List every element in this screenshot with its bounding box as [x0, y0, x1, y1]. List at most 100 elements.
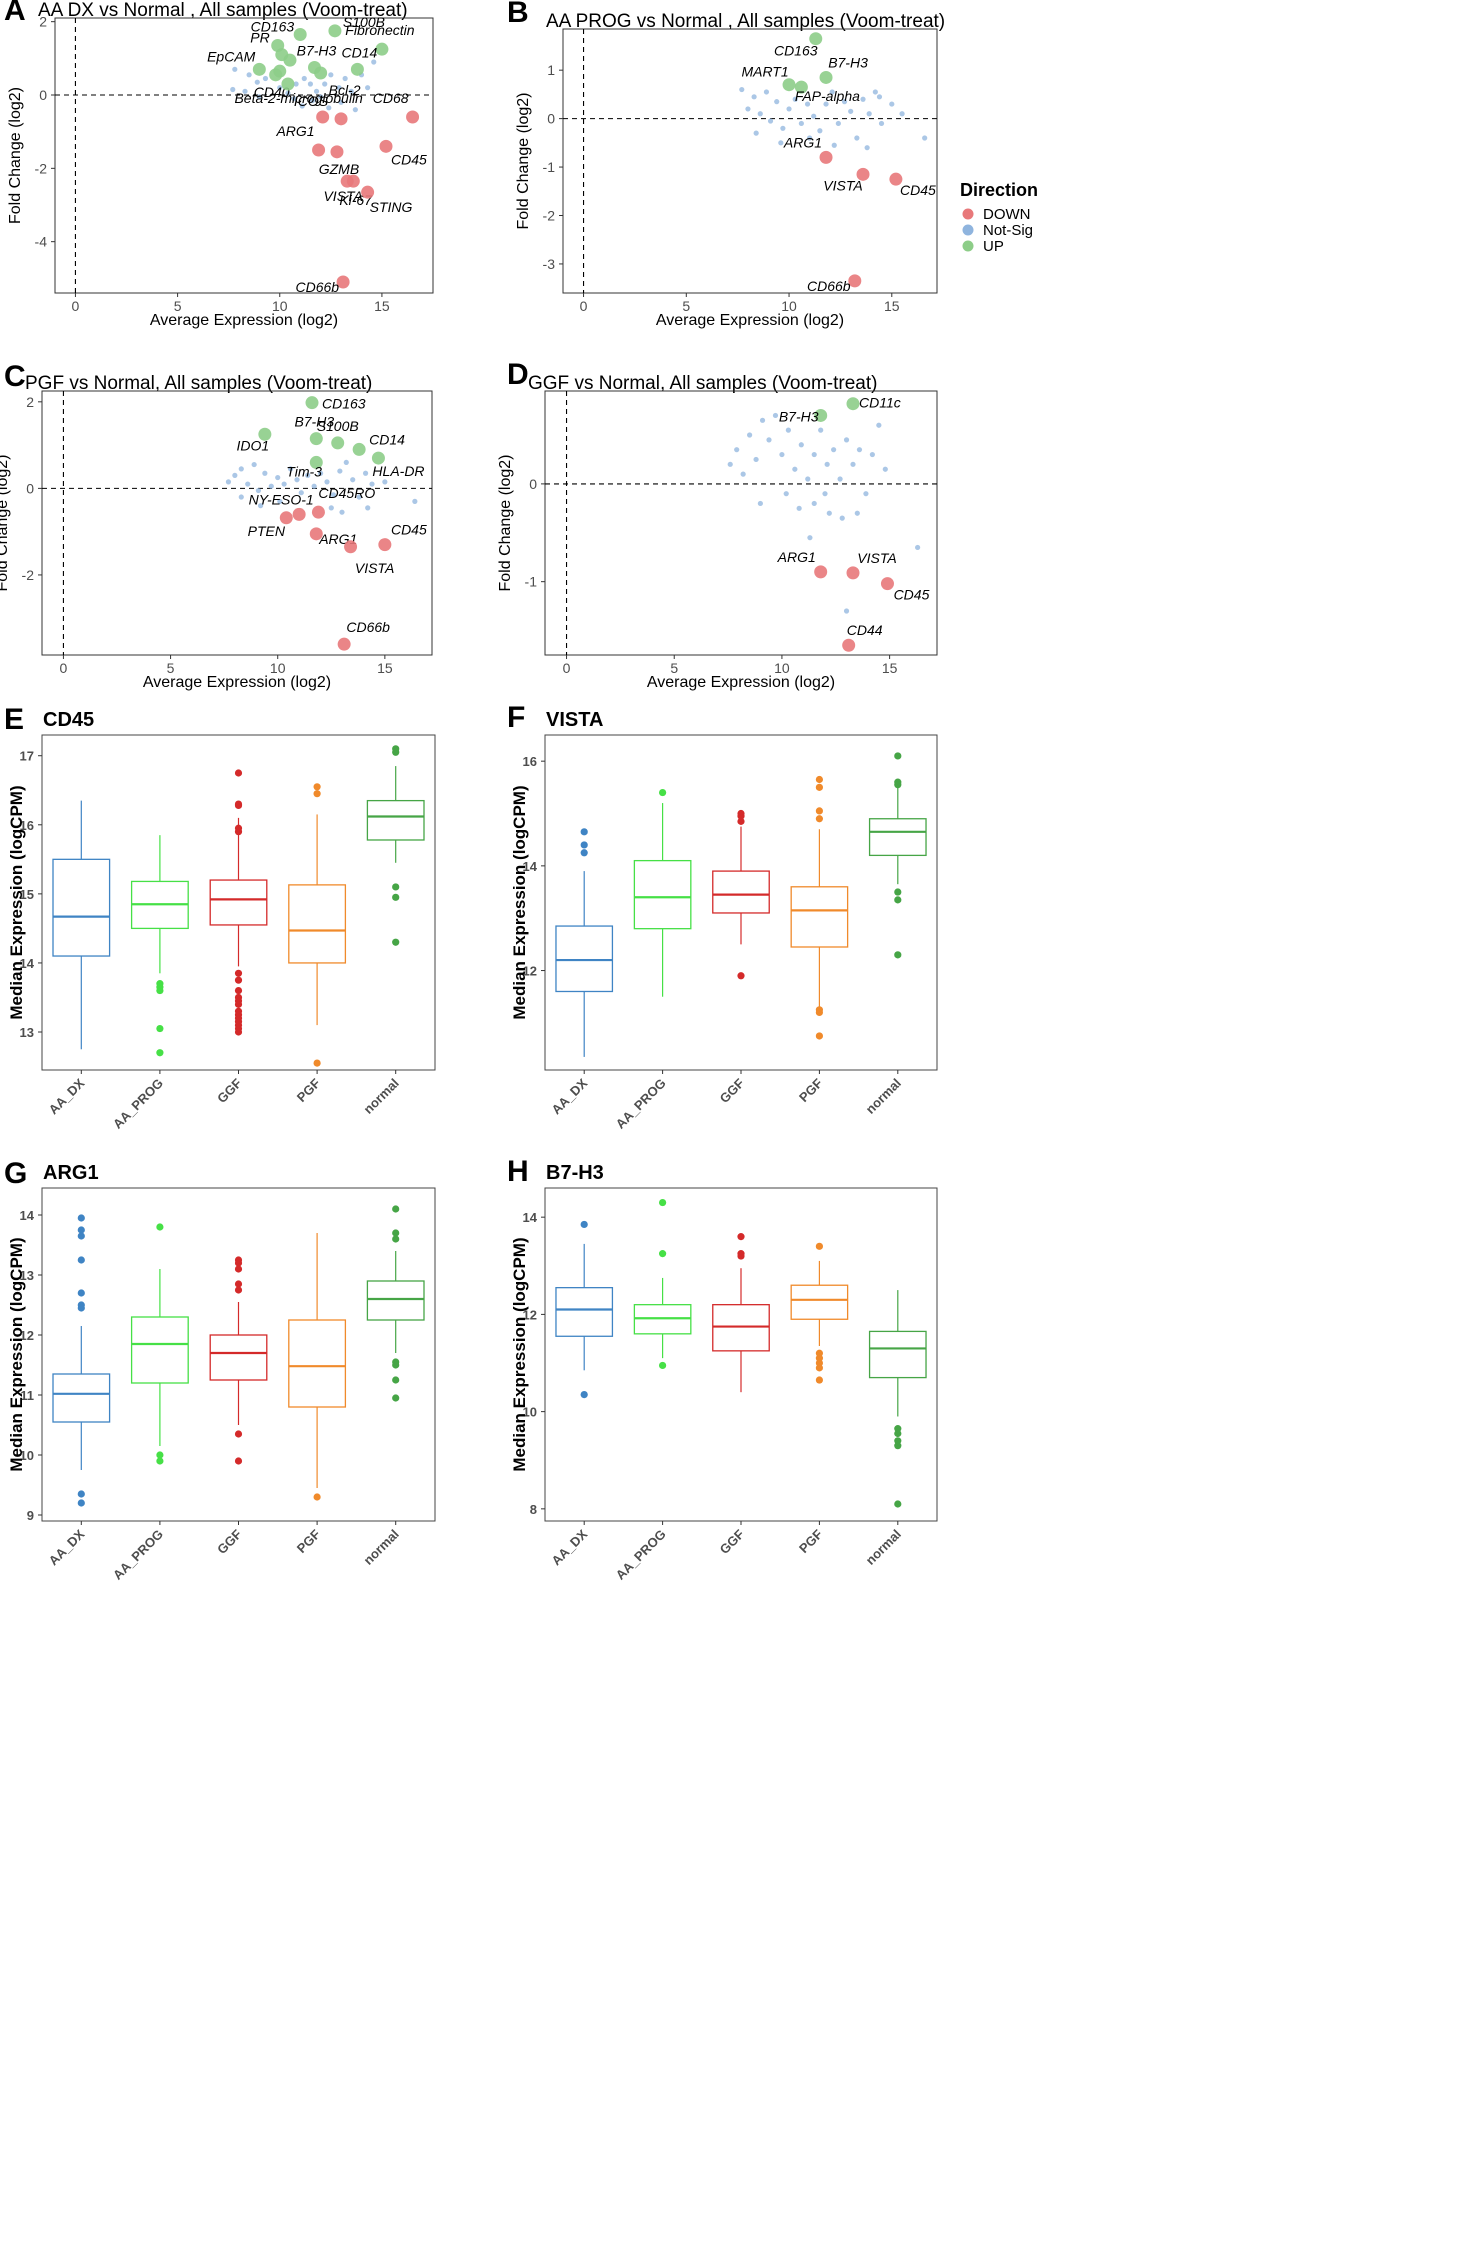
box [209, 879, 268, 926]
point-down [309, 527, 323, 541]
x-tick-label: AA_DX [549, 1075, 591, 1117]
panel-title: CD45 [43, 709, 94, 731]
point-down [361, 185, 375, 199]
y-tick-label: 13 [20, 1268, 34, 1283]
gene-label: Fibronectin [345, 22, 414, 38]
box [712, 870, 770, 914]
gene-label: VISTA [323, 188, 362, 204]
notsig-point [277, 85, 283, 91]
outlier-point [659, 1198, 667, 1207]
outlier-point [392, 938, 400, 946]
y-tick-label: 17 [20, 749, 34, 764]
x-tick-label: 10 [781, 298, 797, 314]
outlier-point [234, 976, 243, 984]
gene-label: CD163 [251, 19, 295, 35]
outlier-point [234, 1457, 243, 1465]
point-down [292, 507, 306, 521]
notsig-point [818, 427, 824, 433]
x-tick-label: 0 [60, 660, 68, 676]
notsig-point [246, 72, 252, 78]
outlier-point [77, 1289, 85, 1297]
notsig-point [850, 461, 856, 467]
outlier-point [659, 788, 667, 797]
legend-item-up: UP [983, 238, 1004, 255]
x-tick-label: 10 [270, 660, 286, 676]
notsig-point [817, 128, 823, 134]
gene-label: CD14 [342, 44, 378, 60]
x-axis-label: Average Expression (log2) [647, 674, 835, 691]
point-down [880, 577, 894, 591]
point-down [378, 538, 392, 552]
y-tick-label: 15 [20, 887, 34, 902]
point-up [350, 62, 364, 76]
notsig-point [882, 466, 888, 472]
notsig-point [843, 437, 850, 443]
notsig-point [343, 459, 349, 466]
notsig-point [293, 81, 299, 87]
notsig-point [727, 461, 733, 467]
notsig-point [876, 422, 882, 428]
outlier-point [156, 1457, 164, 1465]
panel-title: AA DX vs Normal , All samples (Voom-trea… [38, 0, 408, 21]
notsig-point [796, 505, 802, 511]
notsig-point [307, 81, 314, 87]
gene-label: FAP-alpha [795, 88, 860, 104]
x-axis-label: Average Expression (log2) [656, 312, 844, 329]
notsig-point [792, 96, 798, 102]
outlier-point [234, 801, 243, 810]
notsig-point [823, 101, 829, 107]
gene-label: B7-H3 [779, 408, 819, 424]
outlier-point [659, 1361, 667, 1370]
outlier-point [815, 775, 824, 784]
legend-swatch-up [962, 240, 974, 252]
outlier-point [313, 1493, 321, 1501]
point-down [336, 275, 350, 289]
x-tick-label: AA_PROG [110, 1527, 166, 1583]
notsig-point [412, 498, 418, 504]
scatter-panel-B: B AA PROG vs Normal , All samples (Voom-t… [507, 0, 945, 329]
y-tick-label: 12 [20, 1328, 34, 1343]
notsig-point [257, 503, 264, 509]
boxplot-panel-H: H B7-H3 8 10 12 14 Median Expression (logCPM) A… [507, 1155, 938, 1583]
notsig-point [829, 89, 835, 95]
outlier-point [392, 1361, 400, 1369]
outlier-point [77, 1232, 85, 1240]
outlier-point [156, 1049, 164, 1057]
y-tick-label: 14 [20, 956, 35, 971]
point-up [281, 77, 295, 91]
point-down [889, 172, 903, 186]
box [288, 884, 347, 964]
boxplot-panel-G: G ARG1 9 10 11 12 13 14 Median Expression (logCP… [4, 1157, 436, 1583]
box [868, 1330, 927, 1379]
notsig-point [739, 86, 745, 93]
notsig-point [872, 89, 878, 95]
notsig-point [342, 75, 348, 82]
legend-swatch-down [962, 208, 974, 220]
x-tick-label: 5 [174, 298, 182, 314]
notsig-point [822, 491, 828, 497]
panel-title: VISTA [546, 709, 603, 731]
panel-label: D [507, 358, 529, 391]
point-up [782, 78, 796, 92]
y-tick-label: 16 [523, 754, 537, 769]
notsig-point [301, 75, 307, 82]
box [288, 1319, 347, 1408]
notsig-point [763, 89, 770, 95]
x-axis-label: Average Expression (log2) [143, 674, 331, 691]
y-tick-label: 0 [26, 480, 34, 496]
outlier-point [234, 1000, 243, 1008]
notsig-point [275, 474, 281, 481]
y-axis-label: Median Expression (logCPM) [7, 1237, 26, 1471]
outlier-point [815, 1364, 824, 1372]
notsig-point [281, 481, 287, 487]
x-tick-label: GGF [717, 1075, 748, 1106]
y-tick-label: 14 [20, 1208, 35, 1223]
x-tick-label: 0 [580, 298, 588, 314]
point-down [344, 540, 358, 554]
scatter-panel-A: A AA DX vs Normal , All samples (Voom-tre… [4, 0, 434, 329]
notsig-point [745, 106, 751, 112]
x-tick-label: 0 [563, 660, 571, 676]
x-tick-label: 5 [670, 660, 678, 676]
boxplot-panel-F: F VISTA 12 14 16 Median Expression (logCPM) AA… [507, 701, 938, 1132]
point-up [283, 53, 297, 67]
